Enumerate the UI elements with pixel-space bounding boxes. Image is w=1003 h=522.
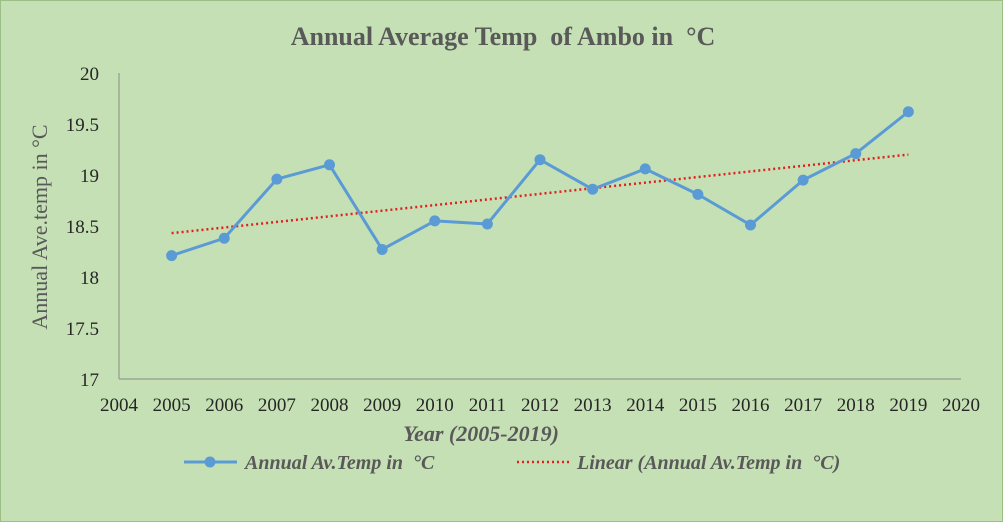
- x-tick-label: 2009: [363, 395, 401, 416]
- data-point-2010: [429, 215, 441, 227]
- x-axis-label: Year (2005-2019): [403, 421, 559, 446]
- data-point-2007: [271, 173, 283, 185]
- x-tick-label: 2013: [574, 395, 612, 416]
- y-axis-ticks: 17 17.5 18 18.5 19 19.5 20: [66, 64, 99, 391]
- x-tick-label: 2004: [100, 395, 139, 416]
- data-point-2017: [797, 174, 809, 186]
- trendline: [171, 153, 909, 235]
- x-tick-label: 2010: [416, 395, 454, 416]
- data-point-2019: [902, 106, 914, 118]
- y-tick-label: 19: [80, 166, 99, 187]
- x-tick-label: 2012: [521, 395, 559, 416]
- legend-series-label: Annual Av.Temp in °C: [243, 452, 435, 474]
- chart-title: Annual Average Temp of Ambo in °C: [291, 22, 716, 51]
- y-tick-label: 20: [80, 64, 99, 85]
- data-point-2008: [324, 159, 335, 171]
- data-point-2011: [481, 218, 493, 230]
- x-tick-label: 2016: [732, 395, 770, 416]
- series-line: [171, 110, 910, 258]
- x-tick-label: 2005: [153, 395, 191, 416]
- y-tick-label: 18: [80, 268, 99, 289]
- data-point-2014: [639, 163, 651, 175]
- data-point-2009: [376, 243, 388, 255]
- data-point-2018: [850, 148, 862, 160]
- x-tick-label: 2015: [679, 395, 717, 416]
- data-point-2006: [218, 232, 230, 244]
- x-tick-label: 2019: [889, 395, 927, 416]
- y-axis-label: Annual Ave.temp in °C: [27, 124, 52, 329]
- data-point-2015: [692, 188, 704, 200]
- legend: Annual Av.Temp in °C Linear (Annual Av.T…: [184, 452, 840, 474]
- legend-trend-label: Linear (Annual Av.Temp in °C): [576, 452, 840, 474]
- x-tick-label: 2020: [942, 395, 980, 416]
- x-tick-label: 2018: [837, 395, 875, 416]
- x-axis-ticks: 2004 2005 2006 2007 2008 2009 2010 2011 2012 2013…: [100, 395, 980, 416]
- x-tick-label: 2007: [258, 395, 296, 416]
- legend-series-marker: [204, 456, 216, 468]
- x-tick-label: 2008: [311, 395, 349, 416]
- y-tick-label: 18.5: [66, 217, 99, 238]
- x-tick-label: 2011: [469, 395, 506, 416]
- trendline-path: [171, 153, 909, 235]
- y-tick-label: 17: [80, 370, 99, 391]
- data-point-2005: [166, 250, 178, 262]
- data-point-2016: [745, 219, 756, 231]
- y-tick-label: 17.5: [66, 319, 99, 340]
- y-tick-label: 19.5: [66, 115, 99, 136]
- data-series: [166, 106, 914, 262]
- data-point-2012: [534, 154, 546, 166]
- data-point-2013: [587, 183, 599, 195]
- x-tick-label: 2017: [784, 395, 822, 416]
- x-tick-label: 2006: [205, 395, 243, 416]
- x-tick-label: 2014: [626, 395, 665, 416]
